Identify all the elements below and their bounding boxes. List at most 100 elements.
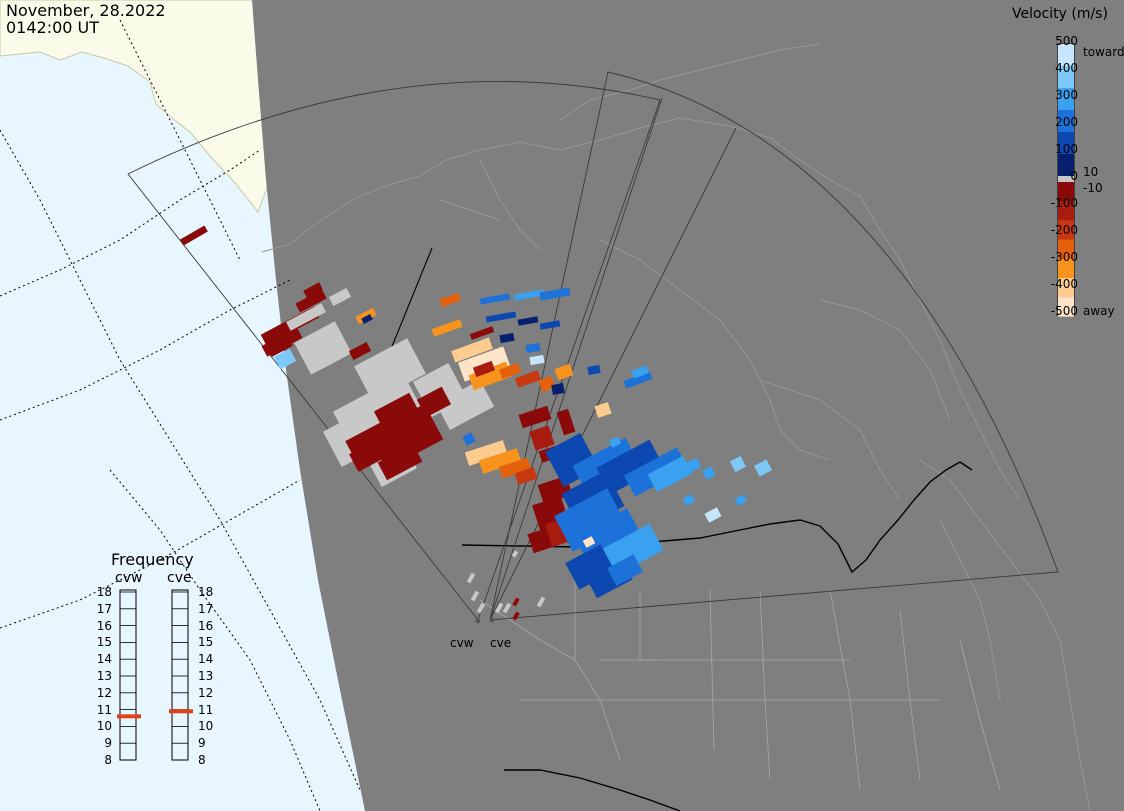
scatter-cell <box>647 455 693 493</box>
scatter-cell <box>362 353 388 373</box>
scatter-cell <box>704 507 722 523</box>
colorbar-tick: 500 <box>1055 34 1078 48</box>
scatter-cell <box>539 287 571 301</box>
colorbar-tick: -300 <box>1050 250 1078 264</box>
scatter-cell <box>295 289 327 313</box>
scatter-cell <box>587 365 601 375</box>
scatter-cell <box>416 386 452 418</box>
scatter-cell <box>354 338 426 402</box>
freq-tick-label: 18 <box>96 585 112 599</box>
colorbar-tick: -10 <box>1083 181 1103 195</box>
frequency-title: Frequency <box>111 550 194 569</box>
colorbar-toward-segment <box>1058 110 1074 133</box>
colorbar-toward-segment <box>1058 44 1074 67</box>
scatter-cell <box>469 326 495 340</box>
colorbar-tick: 300 <box>1055 88 1078 102</box>
scatter-cell <box>468 361 512 391</box>
scatter-cell <box>518 405 552 429</box>
scatter-cell <box>470 590 480 602</box>
freq-tick-label: 14 <box>198 652 214 667</box>
colorbar-away-segment <box>1058 239 1074 259</box>
scatter-cell <box>551 383 565 395</box>
freq-tick-label: 11 <box>198 702 214 717</box>
scatter-cell <box>525 342 541 354</box>
scatter-cell <box>608 436 622 448</box>
colorbar-away-label: away <box>1083 304 1115 318</box>
scatter-cell <box>349 440 385 472</box>
state-lines <box>479 575 1001 791</box>
scatter-cell <box>538 375 556 393</box>
frequency-panel <box>117 589 193 761</box>
scatter-cell <box>472 360 496 378</box>
freq-radar-cvw: cvw <box>115 570 143 586</box>
scatter-cell <box>466 572 476 584</box>
scatter-cell <box>565 544 615 590</box>
site-label-cvw: cvw <box>450 636 474 650</box>
scatter-cell <box>451 337 493 363</box>
colorbar-tick: 0 <box>1070 169 1078 183</box>
scatter-cell <box>348 341 372 361</box>
scatter-cell <box>631 365 649 379</box>
scatter-cell <box>498 362 522 380</box>
scatter-cell <box>517 316 539 326</box>
colorbar-ground-scatter <box>1058 176 1074 182</box>
scatter-cell <box>328 287 352 307</box>
scatter-cell <box>702 466 716 480</box>
freq-tick-label: 16 <box>198 618 214 633</box>
scatter-cell <box>499 332 515 344</box>
colorbar-tick: 400 <box>1055 61 1078 75</box>
scatter-cell <box>623 371 653 389</box>
scatter-cell <box>273 348 297 370</box>
velocity-colorbar <box>1057 43 1075 317</box>
scatter-cell <box>439 292 461 308</box>
scatter-cell <box>294 321 352 375</box>
colorbar-tick: -400 <box>1050 277 1078 291</box>
date-label: November, 28.2022 <box>6 1 166 20</box>
scatter-cell <box>498 457 532 479</box>
scatter-cell <box>539 320 561 330</box>
scatter-cell <box>529 425 555 451</box>
colorbar-away-segment <box>1058 278 1074 298</box>
freq-tick-label: 9 <box>104 736 112 751</box>
site-cvw-marker <box>475 618 481 624</box>
freq-tick-label: 13 <box>96 669 112 683</box>
colorbar-tick: -100 <box>1050 196 1078 210</box>
colorbar-title: Velocity (m/s) <box>1012 6 1108 22</box>
scatter-cell <box>511 550 519 558</box>
scatter-cell <box>512 611 520 621</box>
scatter-cell <box>478 448 522 474</box>
scatter-cell <box>582 536 596 548</box>
scatter-cell <box>512 597 520 607</box>
scatter-cell <box>515 370 541 388</box>
colorbar-toward-segment <box>1058 154 1074 177</box>
colorbar-tick: -500 <box>1050 304 1078 318</box>
colorbar-tick: -200 <box>1050 223 1078 237</box>
scatter-cell <box>596 439 664 495</box>
lat-lon-grid <box>0 19 361 811</box>
freq-tick-label: 12 <box>198 685 214 700</box>
freq-tick-label: 13 <box>198 669 214 683</box>
scatter-cell <box>554 488 626 552</box>
scatter-cell <box>476 602 486 614</box>
scatter-cell <box>529 354 545 366</box>
freq-tick-label: 10 <box>96 719 112 734</box>
scatter-cell <box>464 440 508 466</box>
scatter-cell <box>392 403 444 457</box>
colorbar-tick: 10 <box>1083 165 1099 179</box>
scatter-cell <box>479 293 511 305</box>
freq-tick-label: 18 <box>198 585 214 599</box>
scatter-cell <box>361 314 373 324</box>
freq-tick-label: 12 <box>96 685 112 700</box>
colorbar-away <box>1058 182 1074 317</box>
time-label: 0142:00 UT <box>6 18 100 37</box>
freq-tick-label: 17 <box>198 601 214 616</box>
colorbar-toward <box>1058 44 1074 177</box>
scatter-cell <box>607 554 643 586</box>
freq-tick-label: 14 <box>96 652 112 667</box>
colorbar-tick: 100 <box>1055 142 1078 156</box>
scatter-cell <box>556 408 576 436</box>
scatter-cell <box>285 303 327 331</box>
scatter-cell <box>594 402 612 418</box>
site-label-cve: cve <box>490 636 512 650</box>
